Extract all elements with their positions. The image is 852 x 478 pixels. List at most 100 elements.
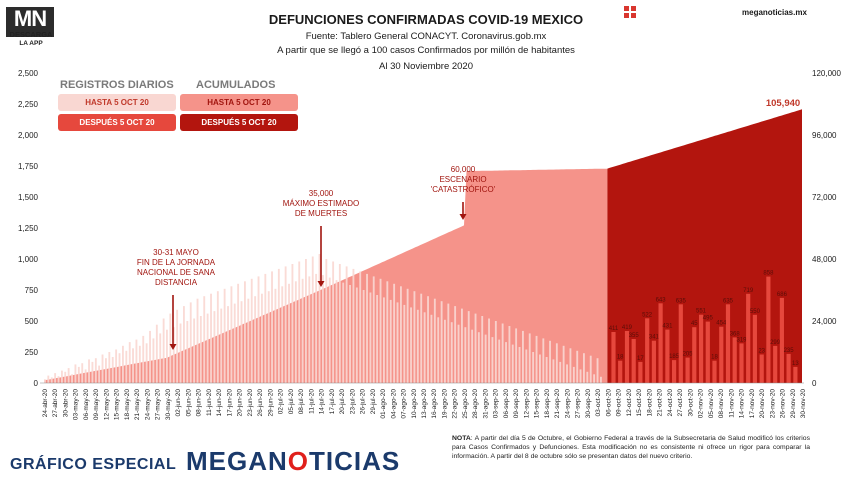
chart-title: DEFUNCIONES CONFIRMADAS COVID-19 MEXICO bbox=[268, 12, 584, 27]
daily-bar-before bbox=[464, 327, 467, 383]
daily-bar-before bbox=[491, 337, 494, 383]
daily-bar-before bbox=[267, 291, 270, 383]
app-logo[interactable] bbox=[6, 7, 54, 37]
daily-bar-before bbox=[396, 302, 399, 383]
daily-bar-before bbox=[454, 306, 457, 383]
daily-bar-after bbox=[624, 331, 630, 383]
x-axis-tick: 10-ago-20 bbox=[411, 389, 418, 419]
daily-bar-label: 550 bbox=[750, 309, 761, 315]
footer-brand-logo: MEGANOTICIAS bbox=[186, 446, 401, 476]
legend-daily-after: DESPUÉS 5 OCT 20 bbox=[58, 114, 176, 131]
brand-url[interactable]: meganoticias.mx bbox=[742, 8, 807, 17]
annotation-arrowhead-1 bbox=[169, 344, 177, 350]
daily-bar-before bbox=[555, 343, 558, 383]
annotation-text-1: NACIONAL DE SANA bbox=[137, 268, 216, 277]
chart-date: Al 30 Noviembre 2020 bbox=[379, 61, 473, 72]
daily-bar-before bbox=[247, 298, 250, 383]
daily-bar-after bbox=[719, 326, 724, 383]
x-axis-tick: 20-jul-20 bbox=[339, 389, 346, 415]
daily-bar-before bbox=[511, 344, 514, 383]
daily-bar-after bbox=[658, 303, 663, 383]
daily-bar-label: 551 bbox=[696, 309, 707, 315]
daily-bar-before bbox=[562, 345, 565, 383]
daily-bar-before bbox=[525, 349, 528, 383]
daily-bar-after bbox=[665, 329, 670, 383]
x-axis-tick: 23-nov-20 bbox=[769, 389, 776, 419]
left-axis-tick: 1,000 bbox=[18, 255, 39, 264]
daily-bar-after bbox=[618, 360, 623, 383]
annotation-arrowhead-3 bbox=[459, 214, 467, 220]
daily-bar-after bbox=[752, 314, 757, 383]
daily-bar-after bbox=[766, 276, 771, 383]
daily-bar-before bbox=[254, 296, 257, 383]
daily-bar-before bbox=[240, 301, 243, 383]
daily-bar-label: 643 bbox=[656, 297, 667, 303]
daily-bar-before bbox=[189, 302, 192, 383]
daily-bar-after bbox=[685, 357, 690, 383]
x-axis-tick: 23-jun-20 bbox=[247, 389, 254, 417]
x-axis-tick: 30-oct-20 bbox=[687, 389, 694, 417]
x-axis-tick: 18-may-20 bbox=[124, 389, 131, 420]
daily-bar-before bbox=[281, 286, 284, 383]
daily-bar-before bbox=[420, 293, 423, 383]
daily-bar-before bbox=[386, 281, 389, 383]
daily-bar-before bbox=[196, 298, 199, 383]
daily-bar-before bbox=[335, 280, 338, 383]
annotation-text-1: FIN DE LA JORNADA bbox=[137, 258, 216, 267]
x-axis-tick: 02-jun-20 bbox=[175, 389, 182, 417]
daily-bar-before bbox=[105, 358, 107, 383]
x-axis-tick: 11-nov-20 bbox=[728, 389, 735, 418]
daily-bar-label: 495 bbox=[703, 316, 714, 322]
daily-bar-before bbox=[579, 369, 582, 383]
daily-bar-before bbox=[383, 297, 385, 383]
x-axis-tick: 05-jul-20 bbox=[288, 389, 295, 415]
logo-download-label: DESCARGA bbox=[9, 30, 53, 39]
daily-bar-before bbox=[325, 259, 328, 383]
grid-icon[interactable] bbox=[624, 6, 636, 18]
daily-bar-before bbox=[88, 359, 90, 383]
daily-bar-after bbox=[631, 339, 636, 383]
daily-bar-before bbox=[81, 363, 84, 383]
daily-bar-before bbox=[566, 364, 568, 383]
annotation-text-3: 60,000 bbox=[451, 165, 476, 174]
x-axis-tick: 01-ago-20 bbox=[380, 389, 387, 419]
daily-bar-before bbox=[91, 361, 94, 383]
daily-bar-after bbox=[746, 293, 751, 383]
daily-bar-before bbox=[210, 293, 212, 383]
daily-bar-label: 13 bbox=[792, 361, 799, 367]
daily-bar-before bbox=[67, 368, 70, 383]
daily-bar-before bbox=[122, 345, 124, 383]
left-axis-tick: 500 bbox=[25, 317, 39, 326]
daily-bar-before bbox=[572, 366, 575, 383]
x-axis-tick: 11-jul-20 bbox=[308, 389, 315, 414]
x-axis-tick: 26-jul-20 bbox=[360, 389, 367, 415]
daily-bar-before bbox=[193, 318, 196, 383]
daily-bar-before bbox=[379, 278, 382, 383]
chart-source: Fuente: Tablero General CONACYT. Coronav… bbox=[305, 31, 547, 42]
x-axis-tick: 16-ago-20 bbox=[431, 389, 438, 419]
x-axis-tick: 27-oct-20 bbox=[677, 389, 684, 417]
daily-bar-before bbox=[355, 287, 358, 383]
daily-bar-after bbox=[759, 354, 764, 383]
x-axis-tick: 15-sep-20 bbox=[534, 389, 541, 419]
daily-bar-label: 319 bbox=[736, 337, 747, 343]
daily-bar-after bbox=[692, 327, 697, 383]
x-axis-tick: 08-nov-20 bbox=[718, 389, 725, 419]
daily-bar-before bbox=[471, 329, 474, 383]
daily-bar-after bbox=[611, 332, 616, 383]
x-axis-tick: 20-nov-20 bbox=[759, 389, 766, 419]
x-axis-tick: 21-may-20 bbox=[134, 389, 141, 420]
daily-bar-before bbox=[128, 342, 131, 383]
right-axis-tick: 120,000 bbox=[812, 69, 841, 78]
daily-bar-before bbox=[501, 323, 504, 383]
x-axis-tick: 24-abr-20 bbox=[42, 389, 49, 418]
x-axis-tick: 08-jul-20 bbox=[298, 389, 305, 415]
x-axis-tick: 29-jul-20 bbox=[370, 389, 377, 415]
daily-bar-before bbox=[508, 326, 511, 383]
annotation-text-3: ESCENARIO bbox=[439, 175, 486, 184]
daily-bar-before bbox=[203, 296, 206, 383]
daily-bar-label: 18 bbox=[711, 355, 718, 361]
x-axis-tick: 12-sep-20 bbox=[523, 389, 530, 419]
x-axis-tick: 30-sep-20 bbox=[585, 389, 592, 419]
